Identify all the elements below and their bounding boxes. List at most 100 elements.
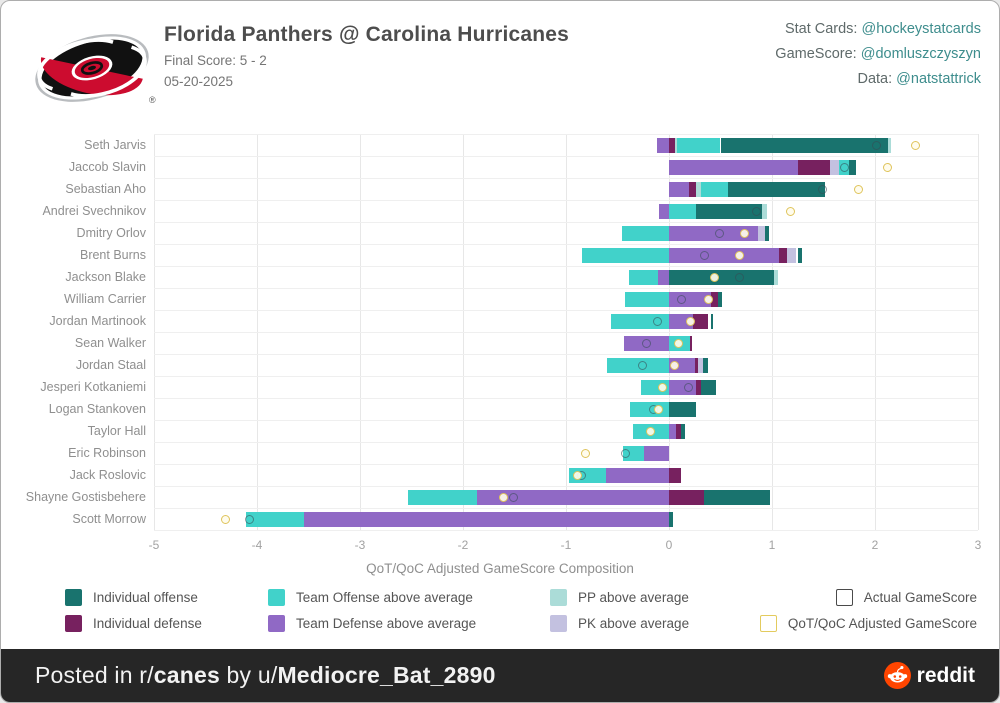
bar-segment-io [720,137,889,153]
legend-individual-defense: Individual defense [65,615,202,632]
adjusted-gamescore-marker [220,514,230,524]
row-gridline [154,464,978,465]
final-score: Final Score: 5 - 2 [164,53,267,68]
bar-segment-io [711,313,714,329]
adjusted-gamescore-marker [882,162,892,172]
bar-segment-id [689,335,692,351]
username-link[interactable]: Mediocre_Bat_2890 [277,662,496,688]
row-gridline [154,222,978,223]
credit-data: Data: @natstattrick [775,67,981,92]
row-gridline [154,508,978,509]
x-tick-label: -2 [457,538,469,552]
adjusted-gamescore-marker [669,360,679,370]
row-gridline [154,398,978,399]
bar-segment-io [727,181,825,197]
legend-team-defense: Team Defense above average [268,615,476,632]
footer-bar: Posted in r/canes by u/Mediocre_Bat_2890… [1,649,999,702]
bar-segment-td [669,247,780,263]
bar-segment-td [657,269,669,285]
bar-segment-id [695,379,701,395]
bar-segment-td [656,137,669,153]
bar-segment-to [621,225,669,241]
row-gridline [154,200,978,201]
credit-handle-link[interactable]: @hockeystatcards [861,21,982,37]
player-label: Scott Morrow [72,511,146,526]
bar-segment-td [304,511,669,527]
bar-segment-io [718,291,722,307]
x-tick-label: -3 [354,538,366,552]
player-label: Eric Robinson [68,445,146,460]
adjusted-gamescore-marker [734,250,744,260]
bar-segment-to [628,269,658,285]
credit-gamescore: GameScore: @domluszczyszyn [775,42,981,67]
actual-gamescore-marker [752,206,762,216]
header-title-block: Florida Panthers @ Carolina Hurricanes F… [164,23,569,89]
team-offense-swatch [268,589,285,606]
adjusted-gamescore-marker [709,272,719,282]
bar-segment-id [688,181,696,197]
player-label: Taylor Hall [87,423,146,438]
credit-label: Stat Cards: [784,21,862,37]
legend-col-2: Team Offense above average Team Defense … [268,589,476,632]
bar-segment-io [681,423,686,439]
actual-gamescore-marker [817,184,827,194]
footer-attribution: Posted in r/canes by u/Mediocre_Bat_2890 [35,662,496,689]
bar-segment-io [797,247,802,263]
x-axis-title: QoT/QoC Adjusted GameScore Composition [366,561,634,576]
team-defense-swatch [268,615,285,632]
legend-pk: PK above average [550,615,689,632]
bar-segment-id [676,423,682,439]
credit-handle-link[interactable]: @natstattrick [896,71,981,87]
credit-handle-link[interactable]: @domluszczyszyn [860,46,981,62]
subreddit-link[interactable]: canes [153,662,220,688]
legend-adjusted-gamescore: QoT/QoC Adjusted GameScore [759,615,977,632]
player-label: Jesperi Kotkaniemi [40,379,146,394]
player-label: Andrei Svechnikov [42,203,146,218]
adjusted-gamescore-marker [658,382,668,392]
registered-trademark: ® [149,95,156,105]
adjusted-gamescore-marker [854,184,864,194]
legend-individual-offense: Individual offense [65,589,202,606]
reddit-logo: reddit [883,662,975,689]
bar-segment-pk [829,159,839,175]
x-tick-label: -4 [251,538,263,552]
pk-swatch [550,615,567,632]
bar-segment-id [669,137,676,153]
adjusted-gamescore-marker [498,492,508,502]
row-gridline [154,134,978,135]
individual-defense-swatch [65,615,82,632]
bar-segment-io [669,511,674,527]
legend-team-offense: Team Offense above average [268,589,476,606]
x-tick-label: -1 [560,538,572,552]
bar-segment-pp [675,137,678,153]
actual-gamescore-marker [699,250,709,260]
row-gridline [154,156,978,157]
row-gridline [154,376,978,377]
actual-gamescore-marker [621,448,631,458]
actual-gamescore-marker [653,316,663,326]
row-gridline [154,266,978,267]
row-gridline [154,420,978,421]
legend-label: PK above average [578,616,690,631]
player-label: Shayne Gostisbehere [25,489,146,504]
reddit-wordmark: reddit [916,663,975,687]
player-label: Brent Burns [79,247,146,262]
legend-label: Team Offense above average [296,590,473,605]
actual-gamescore-swatch [835,589,853,606]
player-label: Jackson Blake [65,269,146,284]
bar-segment-id [694,357,698,373]
legend-col-4: Actual GameScore QoT/QoC Adjusted GameSc… [759,589,977,632]
actual-gamescore-marker [637,360,647,370]
adjusted-gamescore-marker [572,470,582,480]
legend-col-1: Individual offense Individual defense [65,589,202,632]
credit-label: GameScore: [775,46,861,62]
bar-segment-pk [697,357,703,373]
bar-segment-io [702,357,709,373]
footer-prefix: Posted in r/ [35,662,154,688]
bar-segment-id [797,159,830,175]
actual-gamescore-marker [508,492,518,502]
adjusted-gamescore-marker [686,316,696,326]
bar-segment-io [764,225,769,241]
credit-label: Data: [857,71,897,87]
